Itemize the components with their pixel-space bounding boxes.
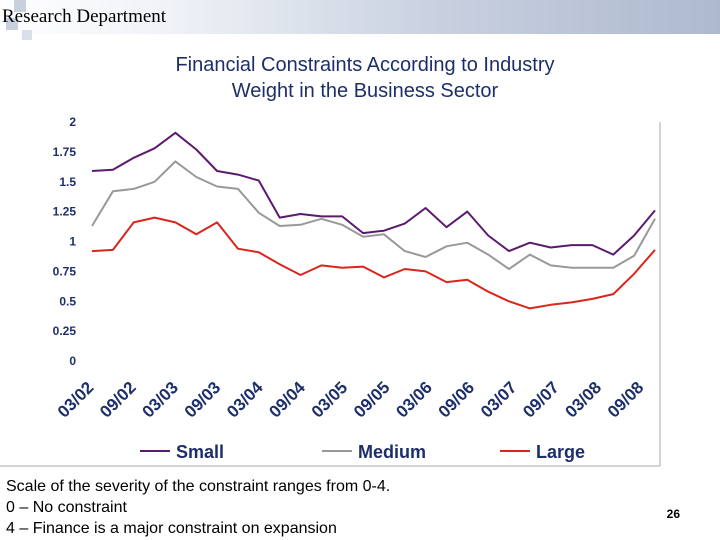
x-tick-label: 09/05 [350,378,394,422]
y-tick-label: 0.5 [59,294,76,308]
y-tick-label: 0.75 [53,264,77,278]
x-tick-label: 03/05 [308,378,352,422]
x-tick-label: 09/06 [435,378,479,422]
y-tick-label: 1.25 [53,205,77,219]
x-tick-label: 09/07 [519,378,563,422]
x-tick-label: 09/08 [604,378,648,422]
chart-title-line-1: Financial Constraints According to Indus… [175,54,555,76]
legend-label-large: Large [536,442,585,462]
chart-title: Financial Constraints According to Indus… [60,52,670,104]
header-decor-square [6,18,18,30]
x-tick-label: 03/04 [223,378,267,422]
header-title: Research Department [2,6,167,27]
header-decor-square [22,30,32,40]
footnote-line-2: 0 – No constraint [6,499,127,516]
header-decor-square [14,0,26,12]
legend-label-medium: Medium [358,442,426,462]
x-tick-label: 03/02 [54,378,98,422]
x-tick-label: 03/08 [562,378,606,422]
series-line-large [91,216,656,310]
x-tick-label: 09/04 [265,378,309,422]
y-tick-label: 1.5 [59,175,76,189]
y-tick-label: 2 [69,115,76,129]
x-tick-label: 09/02 [96,378,140,422]
y-tick-label: 0.25 [53,324,77,338]
footnote-line-1: Scale of the severity of the constraint … [6,478,391,495]
footnote-line-3: 4 – Finance is a major constraint on exp… [6,520,337,537]
chart-title-line-2: Weight in the Business Sector [231,80,499,102]
x-tick-label: 03/03 [139,378,183,422]
x-tick-label: 03/07 [477,378,521,422]
legend-label-small: Small [176,442,224,462]
y-tick-label: 1 [69,235,76,249]
series-line-medium [91,160,656,270]
series-line-small [91,131,656,256]
page-number: 26 [666,507,680,521]
y-tick-label: 1.75 [53,145,77,159]
footnote: Scale of the severity of the constraint … [6,476,390,539]
x-tick-label: 03/06 [392,378,436,422]
y-tick-label: 0 [69,354,76,368]
x-tick-label: 09/03 [181,378,225,422]
header-bar [0,0,720,34]
